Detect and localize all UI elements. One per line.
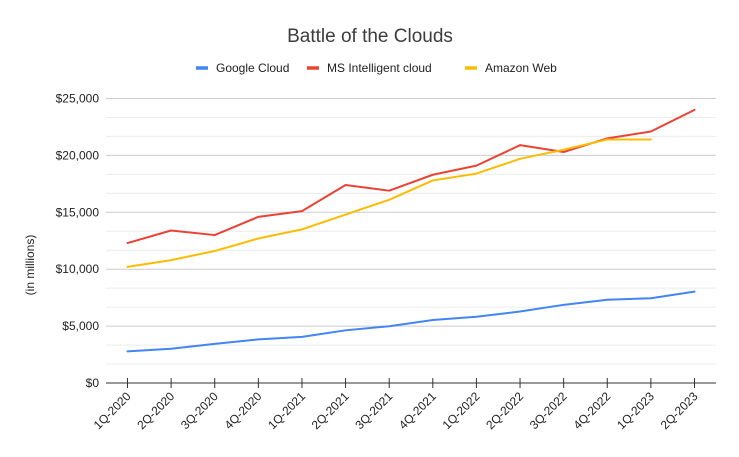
y-tick-label: $15,000 — [56, 205, 100, 219]
y-tick-label: $10,000 — [56, 262, 100, 276]
x-tick-label: 2Q-2021 — [309, 389, 352, 432]
x-tick-label: 1Q-2021 — [265, 389, 308, 432]
x-tick-label: 3Q-2022 — [527, 389, 570, 432]
amazon-web-line — [126, 138, 652, 268]
chart-title: Battle of the Clouds — [287, 26, 453, 47]
y-axis-title: (in millions) — [23, 235, 37, 296]
x-tick-label: 1Q-2020 — [91, 389, 134, 432]
x-tick-label: 4Q-2021 — [396, 389, 439, 432]
x-tick-label: 3Q-2020 — [178, 389, 221, 432]
series-lines — [126, 108, 696, 353]
x-tick-label: 2Q-2020 — [134, 389, 177, 432]
x-tick-label: 1Q-2023 — [614, 389, 657, 432]
y-tick-label: $0 — [86, 376, 100, 390]
x-tick-label: 3Q-2021 — [352, 389, 395, 432]
y-axis: $0 $5,000 $10,000 $15,000 $20,000 $25,000 — [56, 92, 100, 391]
y-tick-label: $25,000 — [56, 92, 100, 106]
x-tick-label: 2Q-2023 — [658, 389, 701, 432]
gridlines — [106, 98, 716, 365]
legend-label: Amazon Web — [485, 61, 557, 75]
x-tick-label: 2Q-2022 — [483, 389, 526, 432]
x-tick-label: 4Q-2020 — [222, 389, 265, 432]
y-tick-label: $5,000 — [62, 319, 99, 333]
legend: Google Cloud MS Intelligent cloud Amazon W… — [196, 61, 557, 75]
google-cloud-line — [126, 290, 696, 353]
x-tick-label: 1Q-2022 — [440, 389, 483, 432]
legend-label: Google Cloud — [216, 61, 289, 75]
ms-intelligent-cloud-line — [126, 108, 696, 245]
x-axis: 1Q-2020 2Q-2020 3Q-2020 4Q-2020 1Q-2021 2Q-20… — [91, 378, 716, 432]
x-tick-label: 4Q-2022 — [570, 389, 613, 432]
y-tick-label: $20,000 — [56, 148, 100, 162]
legend-label: MS Intelligent cloud — [327, 61, 432, 75]
